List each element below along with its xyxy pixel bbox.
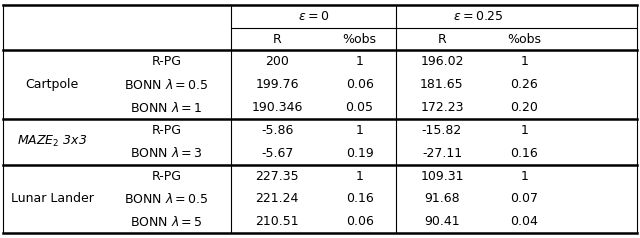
Text: $MAZE_2$ 3x3: $MAZE_2$ 3x3 bbox=[17, 134, 88, 149]
Text: 200: 200 bbox=[266, 55, 289, 68]
Text: 210.51: 210.51 bbox=[255, 215, 299, 228]
Text: $\epsilon = 0$: $\epsilon = 0$ bbox=[298, 10, 329, 23]
Text: BONN $\lambda = 3$: BONN $\lambda = 3$ bbox=[130, 146, 203, 160]
Text: 227.35: 227.35 bbox=[255, 170, 299, 183]
Text: %obs: %obs bbox=[508, 33, 541, 45]
Text: 181.65: 181.65 bbox=[420, 78, 464, 91]
Text: BONN $\lambda = 0.5$: BONN $\lambda = 0.5$ bbox=[124, 78, 209, 92]
Text: 0.26: 0.26 bbox=[511, 78, 538, 91]
Text: 190.346: 190.346 bbox=[252, 101, 303, 114]
Text: 0.04: 0.04 bbox=[510, 215, 538, 228]
Text: 0.05: 0.05 bbox=[346, 101, 374, 114]
Text: 1: 1 bbox=[356, 124, 364, 137]
Text: 1: 1 bbox=[520, 55, 528, 68]
Text: BONN $\lambda = 1$: BONN $\lambda = 1$ bbox=[130, 101, 203, 114]
Text: -5.86: -5.86 bbox=[261, 124, 293, 137]
Text: Lunar Lander: Lunar Lander bbox=[11, 193, 93, 205]
Text: -27.11: -27.11 bbox=[422, 147, 462, 160]
Text: R: R bbox=[273, 33, 282, 45]
Text: 199.76: 199.76 bbox=[255, 78, 299, 91]
Text: 1: 1 bbox=[520, 124, 528, 137]
Text: R-PG: R-PG bbox=[151, 170, 181, 183]
Text: 0.16: 0.16 bbox=[511, 147, 538, 160]
Text: 90.41: 90.41 bbox=[424, 215, 460, 228]
Text: 0.16: 0.16 bbox=[346, 193, 374, 205]
Text: 109.31: 109.31 bbox=[420, 170, 464, 183]
Text: R-PG: R-PG bbox=[151, 55, 181, 68]
Text: BONN $\lambda = 5$: BONN $\lambda = 5$ bbox=[130, 215, 203, 229]
Text: 196.02: 196.02 bbox=[420, 55, 464, 68]
Text: 0.06: 0.06 bbox=[346, 215, 374, 228]
Text: 91.68: 91.68 bbox=[424, 193, 460, 205]
Text: $\epsilon = 0.25$: $\epsilon = 0.25$ bbox=[453, 10, 504, 23]
Text: -15.82: -15.82 bbox=[422, 124, 462, 137]
Text: BONN $\lambda = 0.5$: BONN $\lambda = 0.5$ bbox=[124, 192, 209, 206]
Text: -5.67: -5.67 bbox=[261, 147, 293, 160]
Text: 0.06: 0.06 bbox=[346, 78, 374, 91]
Text: Cartpole: Cartpole bbox=[26, 78, 79, 91]
Text: 1: 1 bbox=[520, 170, 528, 183]
Text: 0.20: 0.20 bbox=[510, 101, 538, 114]
Text: R: R bbox=[438, 33, 446, 45]
Text: 172.23: 172.23 bbox=[420, 101, 464, 114]
Text: 0.19: 0.19 bbox=[346, 147, 374, 160]
Text: 1: 1 bbox=[356, 55, 364, 68]
Text: 0.07: 0.07 bbox=[510, 193, 538, 205]
Text: 221.24: 221.24 bbox=[255, 193, 299, 205]
Text: %obs: %obs bbox=[342, 33, 376, 45]
Text: R-PG: R-PG bbox=[151, 124, 181, 137]
Text: 1: 1 bbox=[356, 170, 364, 183]
